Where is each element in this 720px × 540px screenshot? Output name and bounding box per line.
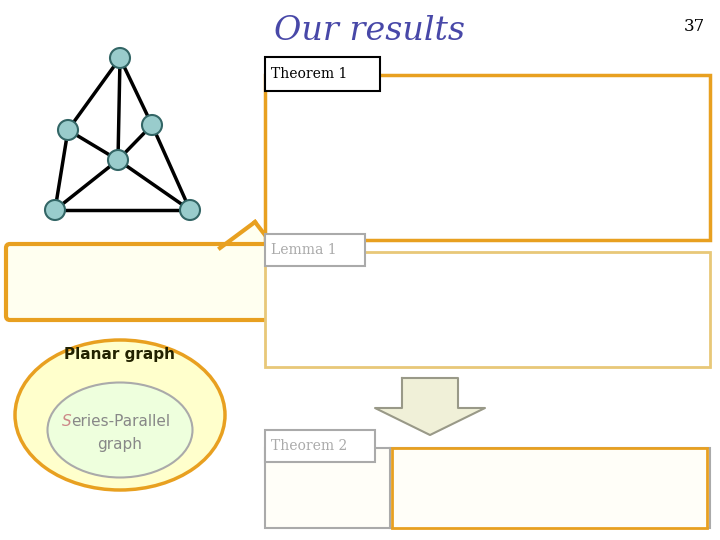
Circle shape	[142, 115, 162, 135]
Text: bipartition: bipartition	[272, 136, 377, 154]
Circle shape	[180, 200, 200, 220]
Text: n: n	[470, 311, 480, 325]
Circle shape	[110, 48, 130, 68]
Text: small area: small area	[410, 171, 513, 189]
Text: 37: 37	[684, 18, 705, 35]
Text: If a planar graph: If a planar graph	[272, 101, 446, 119]
Text: drawing with: drawing with	[272, 171, 410, 189]
Text: Theorem 2: Theorem 2	[271, 439, 347, 453]
Text: eries-Parallel: eries-Parallel	[280, 461, 382, 475]
Text: ≤2n/3).: ≤2n/3).	[506, 309, 575, 327]
FancyBboxPatch shape	[6, 244, 309, 320]
Text: , then: , then	[377, 136, 440, 154]
Text: Every: Every	[272, 276, 330, 294]
Text: G: G	[446, 101, 462, 119]
FancyBboxPatch shape	[265, 430, 375, 462]
Circle shape	[58, 120, 78, 140]
Text: balanced bipartition.: balanced bipartition.	[22, 278, 210, 296]
FancyBboxPatch shape	[265, 252, 710, 367]
Text: $,\ H \leq \left\lfloor \dfrac{2}{3}n \right\rfloor - 1$: $,\ H \leq \left\lfloor \dfrac{2}{3}n \r…	[545, 470, 664, 505]
Text: NO: NO	[165, 254, 195, 272]
Text: S: S	[330, 276, 343, 294]
FancyBboxPatch shape	[265, 57, 380, 91]
Polygon shape	[375, 378, 485, 435]
Text: balanced: balanced	[526, 101, 616, 119]
Text: graph: graph	[272, 485, 318, 499]
Ellipse shape	[48, 382, 192, 477]
Polygon shape	[220, 222, 275, 248]
Text: eries-: eries-	[343, 276, 394, 294]
Circle shape	[108, 150, 128, 170]
Text: 1: 1	[477, 321, 485, 331]
Text: This graph has: This graph has	[22, 254, 161, 272]
Text: Our results: Our results	[274, 15, 466, 47]
Text: Planar graph: Planar graph	[65, 348, 176, 362]
FancyBboxPatch shape	[392, 448, 707, 528]
Ellipse shape	[15, 340, 225, 490]
FancyBboxPatch shape	[265, 234, 365, 266]
Text: ,: ,	[485, 309, 491, 327]
Text: .: .	[513, 171, 518, 189]
Text: Theorem 1: Theorem 1	[271, 67, 347, 81]
Text: graph: graph	[98, 436, 143, 451]
Text: arallel graph has a: arallel graph has a	[405, 276, 577, 294]
Text: 2: 2	[498, 321, 505, 331]
FancyBboxPatch shape	[265, 448, 710, 528]
Text: eries-Parallel: eries-Parallel	[71, 415, 170, 429]
Text: G: G	[440, 136, 456, 154]
Text: balanced bipartition (: balanced bipartition (	[272, 311, 470, 329]
FancyBboxPatch shape	[265, 75, 710, 240]
Text: has a grid: has a grid	[456, 136, 561, 154]
Text: has a: has a	[462, 101, 526, 119]
Text: S: S	[272, 461, 282, 475]
Text: S: S	[62, 415, 71, 429]
Circle shape	[45, 200, 65, 220]
Text: P: P	[394, 276, 405, 294]
Text: $W \leq \left\lfloor \dfrac{2}{3}n \right\rfloor$: $W \leq \left\lfloor \dfrac{2}{3}n \righ…	[405, 470, 481, 505]
Text: Lemma 1: Lemma 1	[271, 243, 337, 257]
Text: n: n	[491, 311, 501, 325]
